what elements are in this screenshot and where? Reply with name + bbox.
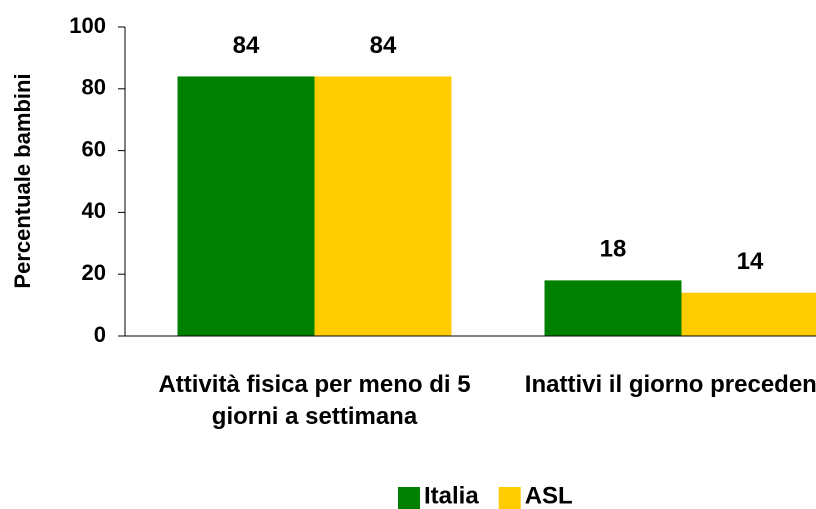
bar xyxy=(681,292,816,336)
bar xyxy=(314,76,452,336)
legend-swatch xyxy=(498,487,521,509)
bar xyxy=(544,280,682,336)
x-tick-line: Inattivi il giorno precedente xyxy=(525,371,816,398)
value-label: 18 xyxy=(600,236,627,263)
bar xyxy=(177,76,315,336)
value-label: 14 xyxy=(737,248,764,275)
value-label: 84 xyxy=(370,32,397,59)
y-tick-label: 20 xyxy=(82,260,106,285)
value-label: 84 xyxy=(233,32,260,59)
y-axis-label: Percentuale bambini xyxy=(10,73,35,288)
x-tick-label: Inattivi il giorno precedente xyxy=(525,371,816,398)
legend-swatch xyxy=(398,487,420,509)
legend-label: Italia xyxy=(424,482,479,509)
y-tick-label: 80 xyxy=(82,75,106,100)
y-tick-label: 100 xyxy=(69,13,106,38)
legend-label: ASL xyxy=(525,482,573,509)
x-tick-line: giorni a settimana xyxy=(212,403,418,430)
x-tick-label: Attività fisica per meno di 5 giorni a se… xyxy=(158,371,470,430)
x-tick-line: Attività fisica per meno di 5 xyxy=(158,371,470,398)
y-tick-label: 60 xyxy=(82,136,106,161)
y-tick-label: 0 xyxy=(94,322,106,347)
y-tick-label: 40 xyxy=(82,198,106,223)
